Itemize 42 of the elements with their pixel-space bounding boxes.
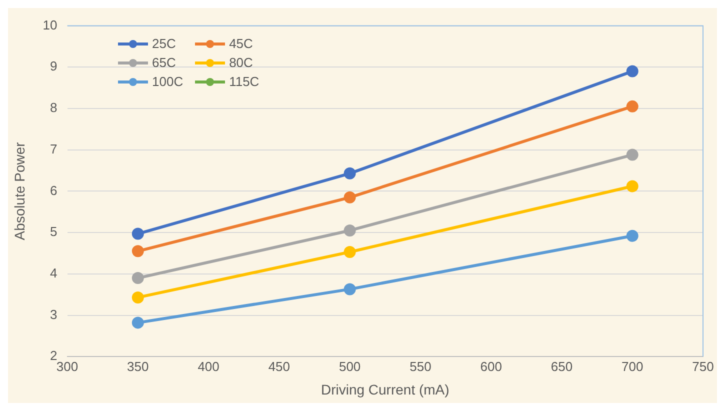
point [132, 272, 144, 284]
x-tick-label: 650 [550, 358, 573, 374]
point [132, 291, 144, 304]
point [344, 191, 356, 204]
y-tick-label: 2 [50, 348, 58, 364]
legend-label: 115C [229, 74, 260, 89]
point [626, 180, 638, 192]
x-tick-label: 350 [127, 358, 149, 374]
point [132, 228, 144, 240]
point [626, 65, 638, 78]
y-tick-label: 5 [50, 224, 58, 240]
legend-label: 80C [229, 55, 253, 70]
x-axis-title: Driving Current (mA) [320, 381, 450, 398]
legend-label: 25C [152, 36, 176, 51]
y-tick-label: 8 [50, 100, 58, 116]
y-tick-label: 4 [50, 265, 58, 280]
x-tick-label: 400 [198, 358, 220, 374]
point [626, 230, 638, 242]
legend-label: 100C [152, 74, 184, 89]
x-tick-label: 300 [56, 358, 78, 374]
legend-label: 45C [229, 36, 253, 51]
x-tick-label: 700 [622, 358, 644, 374]
point [626, 148, 638, 161]
point [626, 100, 638, 112]
x-tick-label: 750 [692, 358, 714, 374]
point [344, 224, 356, 236]
point [344, 246, 356, 258]
y-tick-label: 3 [50, 306, 58, 322]
y-axis-title: Absolute Power [11, 142, 28, 240]
point [344, 283, 356, 296]
y-tick-label: 10 [42, 17, 58, 32]
point [132, 316, 144, 329]
x-tick-label: 500 [338, 358, 361, 374]
point [132, 245, 144, 258]
x-tick-label: 550 [410, 358, 432, 374]
x-tick-label: 600 [480, 358, 502, 374]
point [344, 167, 356, 180]
y-tick-label: 7 [50, 141, 58, 156]
legend-label: 65C [152, 55, 176, 70]
y-tick-label: 9 [50, 58, 58, 74]
y-tick-label: 6 [50, 182, 58, 198]
x-tick-label: 450 [268, 358, 290, 374]
